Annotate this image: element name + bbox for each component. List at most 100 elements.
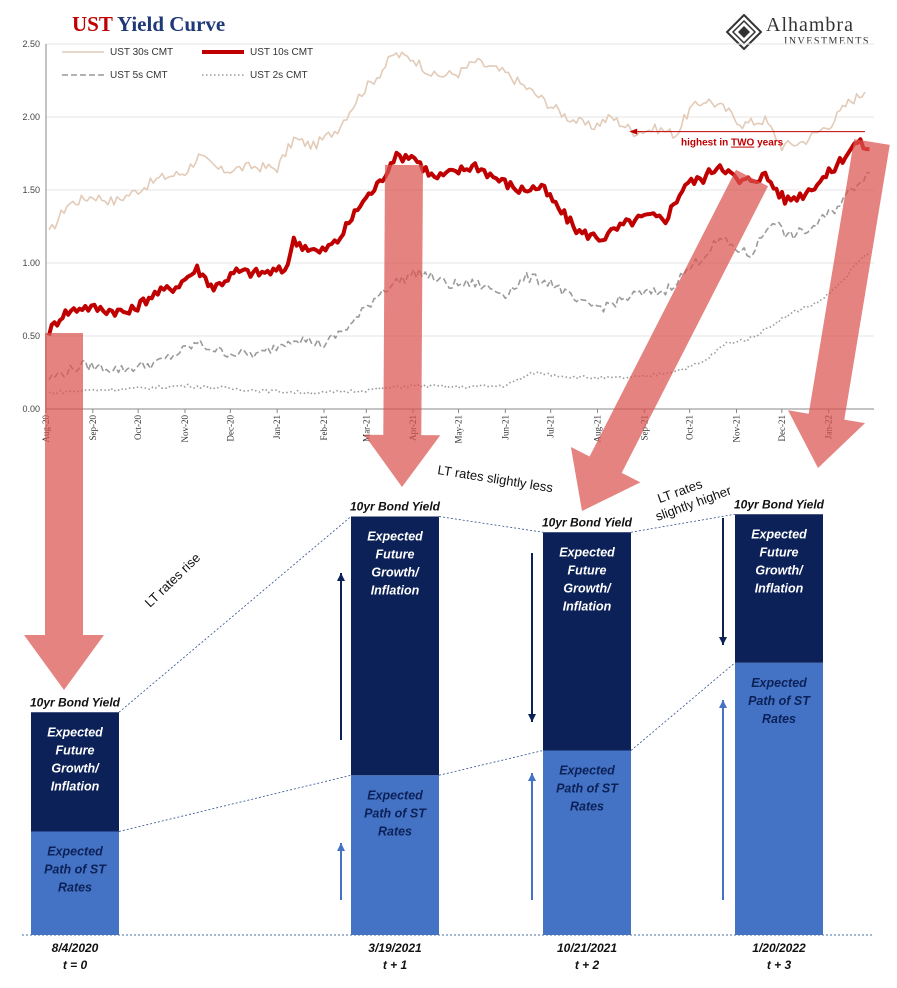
bar-growth-inflation-segment bbox=[543, 532, 631, 751]
up-arrow-st-t2-head bbox=[528, 773, 536, 781]
bar-growth-inflation-segment bbox=[351, 516, 439, 776]
growth-inflation-label: Inflation bbox=[371, 584, 420, 598]
st-rates-connector bbox=[438, 750, 544, 776]
st-rates-label: Expected bbox=[559, 764, 615, 778]
legend-label: UST 5s CMT bbox=[110, 70, 168, 81]
x-tick-label: Jun-21 bbox=[500, 415, 510, 440]
down-arrow-growth-t2-head bbox=[528, 714, 536, 722]
lt-rates-rise-label: LT rates rise bbox=[142, 550, 204, 610]
x-tick-label: Mar-21 bbox=[361, 415, 371, 442]
up-arrow-st-t3-head bbox=[719, 700, 727, 708]
st-rates-label: Rates bbox=[570, 800, 604, 814]
legend-label: UST 30s CMT bbox=[110, 47, 173, 58]
date-label: 1/20/2022 bbox=[752, 941, 806, 955]
y-tick-label: 1.00 bbox=[22, 258, 40, 268]
growth-inflation-label: Inflation bbox=[563, 599, 612, 613]
x-tick-label: Oct-21 bbox=[685, 415, 695, 440]
lt-rates-higher-label: LT ratesslightly higher bbox=[648, 467, 734, 524]
x-tick-label: Sep-20 bbox=[88, 415, 98, 441]
x-tick-label: Nov-20 bbox=[180, 415, 190, 443]
bar-growth-inflation-segment bbox=[31, 712, 119, 832]
y-tick-label: 0.00 bbox=[22, 404, 40, 414]
bond-yield-label: 10yr Bond Yield bbox=[350, 500, 441, 514]
total-connector bbox=[630, 513, 736, 533]
growth-inflation-label: Expected bbox=[559, 545, 615, 559]
growth-inflation-label: Growth/ bbox=[563, 581, 612, 595]
total-connector bbox=[118, 516, 352, 713]
y-tick-label: 1.50 bbox=[22, 185, 40, 195]
st-rates-label: Path of ST bbox=[364, 806, 427, 820]
growth-inflation-label: Future bbox=[568, 563, 607, 577]
st-rates-label: Expected bbox=[367, 788, 423, 802]
legend-label: UST 2s CMT bbox=[250, 70, 308, 81]
st-rates-label: Path of ST bbox=[44, 863, 107, 877]
down-arrow-growth-t3-head bbox=[719, 637, 727, 645]
x-tick-label: Jul-21 bbox=[546, 415, 556, 438]
up-arrow-st-t1-head bbox=[337, 843, 345, 851]
series-line-ust-5s-cmt bbox=[48, 171, 870, 381]
legend-label: UST 10s CMT bbox=[250, 47, 313, 58]
bar-st-rates-segment bbox=[351, 775, 439, 935]
growth-inflation-label: Future bbox=[376, 548, 415, 562]
bar-st-rates-segment bbox=[31, 831, 119, 935]
x-tick-label: Dec-21 bbox=[777, 415, 787, 442]
x-tick-label: Feb-21 bbox=[319, 415, 329, 441]
st-rates-label: Path of ST bbox=[556, 782, 619, 796]
time-label: t + 2 bbox=[575, 958, 600, 972]
growth-inflation-label: Growth/ bbox=[755, 563, 804, 577]
st-rates-label: Path of ST bbox=[748, 694, 811, 708]
trend-arrow-t2 bbox=[570, 169, 768, 512]
alhambra-logo: Alhambra INVESTMENTS bbox=[724, 10, 894, 54]
time-label: t = 0 bbox=[63, 958, 88, 972]
date-label: 8/4/2020 bbox=[52, 941, 99, 955]
logo-subtitle: INVESTMENTS bbox=[784, 36, 870, 47]
title-rest: Yield Curve bbox=[112, 12, 226, 36]
bond-yield-label: 10yr Bond Yield bbox=[542, 515, 633, 529]
growth-inflation-label: Growth/ bbox=[371, 566, 420, 580]
annotation-arrow-head bbox=[629, 128, 638, 135]
st-rates-label: Expected bbox=[751, 676, 807, 690]
legend: UST 30s CMT UST 10s CMT UST 5s CMT UST 2s C… bbox=[62, 47, 313, 81]
total-connector bbox=[438, 516, 544, 533]
st-rates-connector bbox=[630, 662, 736, 751]
x-tick-label: Nov-21 bbox=[732, 415, 742, 443]
x-tick-label: Jan-21 bbox=[272, 415, 282, 439]
time-label: t + 3 bbox=[767, 958, 792, 972]
series-line-ust-10s-cmt bbox=[47, 137, 870, 336]
st-rates-label: Expected bbox=[47, 845, 103, 859]
st-rates-label: Rates bbox=[378, 824, 412, 838]
trend-arrow-t3 bbox=[788, 139, 890, 468]
growth-inflation-label: Expected bbox=[47, 725, 103, 739]
growth-inflation-label: Inflation bbox=[51, 779, 100, 793]
growth-inflation-label: Future bbox=[760, 545, 799, 559]
bar-st-rates-segment bbox=[543, 750, 631, 935]
trend-arrow-t0 bbox=[24, 333, 104, 690]
bar-growth-inflation-segment bbox=[735, 514, 823, 663]
lt-rates-less-label: LT rates slightly less bbox=[437, 462, 555, 495]
y-tick-label: 0.50 bbox=[22, 331, 40, 341]
time-label: t + 1 bbox=[383, 958, 408, 972]
trend-arrow-t1 bbox=[364, 164, 441, 487]
x-tick-label: Dec-20 bbox=[225, 415, 235, 442]
diamond-logo-icon bbox=[726, 14, 762, 50]
x-tick-label: May-21 bbox=[453, 415, 463, 444]
annotation-text: highest in TWO years bbox=[681, 138, 784, 149]
date-label: 10/21/2021 bbox=[557, 941, 617, 955]
series-line-ust-2s-cmt bbox=[48, 250, 871, 395]
x-tick-label: Aug-21 bbox=[592, 415, 602, 443]
growth-inflation-label: Future bbox=[56, 743, 95, 757]
growth-inflation-label: Growth/ bbox=[51, 761, 100, 775]
growth-inflation-label: Inflation bbox=[755, 581, 804, 595]
title-ust: UST bbox=[72, 12, 113, 36]
growth-inflation-label: Expected bbox=[751, 527, 807, 541]
st-rates-label: Rates bbox=[762, 712, 796, 726]
y-tick-label: 2.50 bbox=[22, 39, 40, 49]
x-tick-label: Oct-20 bbox=[133, 415, 143, 440]
series-line-ust-30s-cmt bbox=[48, 51, 866, 231]
bond-yield-label: 10yr Bond Yield bbox=[30, 695, 121, 709]
logo-name: Alhambra bbox=[766, 14, 854, 36]
y-tick-label: 2.00 bbox=[22, 112, 40, 122]
st-rates-connector bbox=[118, 774, 352, 832]
chart-title: UST Yield Curve bbox=[72, 12, 225, 37]
